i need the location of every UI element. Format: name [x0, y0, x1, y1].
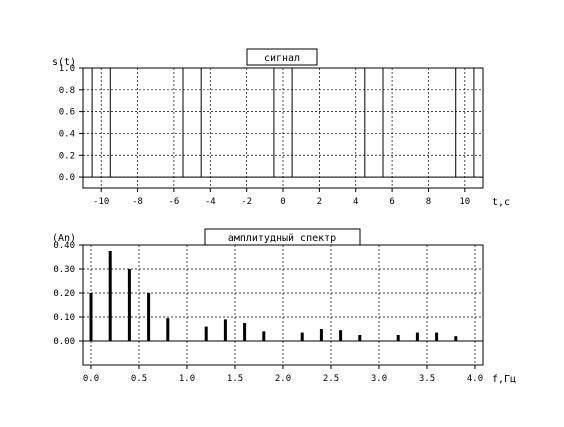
spectrum-bar: [358, 335, 362, 341]
spectrum-ytick-label: 0.00: [53, 337, 75, 347]
signal-xtick-label: 6: [389, 197, 394, 207]
signal-series: [83, 67, 483, 178]
signal-pulse: [273, 67, 293, 178]
signal-ytick-label: 0.2: [59, 151, 75, 161]
spectrum-bar: [262, 331, 266, 341]
spectrum-title: амплитудный спектр: [228, 232, 336, 244]
spectrum-bar: [415, 332, 419, 341]
spectrum-xlabel: f,Гц: [492, 374, 516, 385]
signal-xtick-label: -4: [205, 197, 216, 207]
signal-ytick-label: 0.8: [59, 86, 75, 96]
spectrum-ticks: 0.0 0.5 1.0 1.5 2.0 2.5 3.0 3.5 4.0 0.40 0.30 0.20 0…: [53, 241, 483, 384]
signal-pulse: [364, 67, 384, 178]
spectrum-xtick-label: 1.0: [179, 374, 195, 384]
spectrum-title-box: амплитудный спектр: [204, 228, 361, 246]
signal-ticks: -10 -8 -6 -4 -2 0 2 4 6 8 10 1.0 0.8 0.6 0.4 0.2 0.0: [59, 64, 471, 207]
spectrum-xtick-label: 2.0: [275, 374, 291, 384]
spectrum-bar: [300, 332, 304, 341]
signal-xtick-label: 0: [280, 197, 285, 207]
signal-title-box: сигнал: [246, 48, 318, 66]
signal-pulse: [91, 67, 111, 178]
signal-xtick-label: 4: [353, 197, 358, 207]
signal-xtick-label: 10: [459, 197, 470, 207]
signal-xtick-label: -10: [93, 197, 109, 207]
spectrum-bar: [435, 332, 439, 341]
signal-chart: -10 -8 -6 -4 -2 0 2 4 6 8 10 1.0 0.8 0.6 0.4 0.2 0.0 сиг…: [52, 48, 510, 208]
signal-pulse: [182, 67, 202, 178]
spectrum-bar: [204, 326, 208, 341]
spectrum-bar: [223, 319, 227, 341]
spectrum-bar: [127, 269, 131, 341]
signal-xlabel: t,c: [492, 197, 510, 208]
signal-ytick-label: 0.4: [59, 129, 75, 139]
spectrum-bar: [339, 330, 343, 341]
signal-xtick-label: 8: [426, 197, 431, 207]
spectrum-xtick-label: 0.0: [83, 374, 99, 384]
signal-grid: [83, 67, 483, 188]
spectrum-xtick-label: 0.5: [131, 374, 147, 384]
spectrum-bar: [166, 318, 170, 341]
spectrum-xtick-label: 4.0: [467, 374, 483, 384]
signal-xtick-label: -2: [241, 197, 252, 207]
spectrum-bar: [108, 251, 112, 341]
signal-xtick-label: 2: [317, 197, 322, 207]
spectrum-series: [83, 251, 483, 342]
spectrum-ytick-label: 0.10: [53, 313, 75, 323]
spectrum-bar: [454, 336, 458, 341]
spectrum-chart: 0.0 0.5 1.0 1.5 2.0 2.5 3.0 3.5 4.0 0.40 0.30 0.20 0…: [52, 228, 516, 385]
spectrum-xtick-label: 3.0: [371, 374, 387, 384]
signal-xtick-label: -8: [132, 197, 143, 207]
signal-xtick-label: -6: [168, 197, 179, 207]
spectrum-xtick-label: 1.5: [227, 374, 243, 384]
spectrum-ytick-label: 0.30: [53, 265, 75, 275]
spectrum-bar: [147, 293, 151, 341]
spectrum-bar: [396, 335, 400, 341]
spectrum-ytick-label: 0.40: [53, 241, 75, 251]
spectrum-bar: [89, 293, 93, 341]
spectrum-bar: [319, 329, 323, 341]
signal-ytick-label: 0.6: [59, 108, 75, 118]
spectrum-bar: [243, 323, 247, 341]
spectrum-ylabel: (An): [52, 233, 76, 244]
spectrum-xtick-label: 3.5: [419, 374, 435, 384]
signal-title: сигнал: [264, 53, 300, 64]
spectrum-xtick-label: 2.5: [323, 374, 339, 384]
signal-ylabel: s(t): [52, 57, 76, 68]
signal-ytick-label: 1.0: [59, 64, 75, 74]
spectrum-ytick-label: 0.20: [53, 289, 75, 299]
signal-ytick-label: 0.0: [59, 173, 75, 183]
signal-pulse: [455, 67, 475, 178]
